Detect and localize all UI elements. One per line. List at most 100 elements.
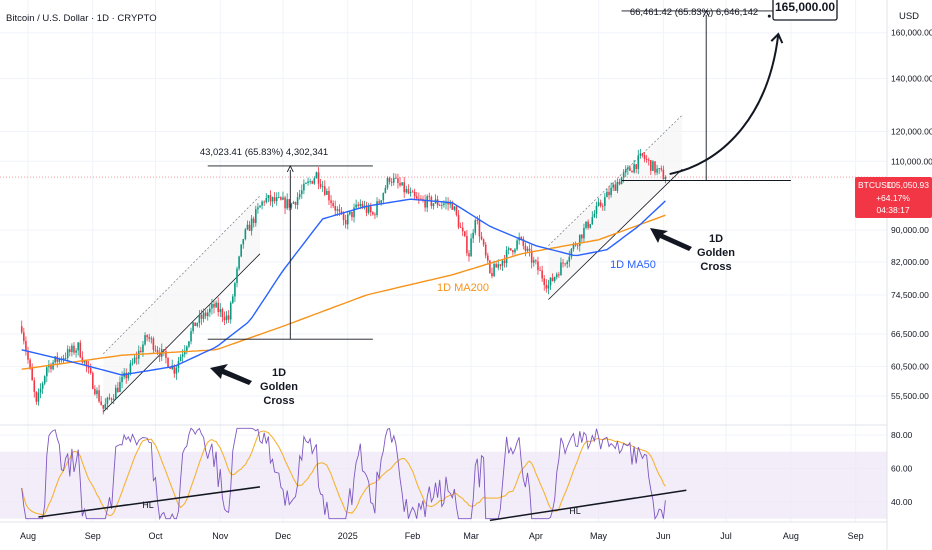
time-tick-2: Oct xyxy=(148,531,163,541)
candle-body xyxy=(420,198,422,200)
candle-body xyxy=(263,201,265,203)
target-label: 165,000.00 xyxy=(775,0,835,14)
candle-body xyxy=(142,344,144,353)
candle-body xyxy=(629,167,631,171)
candle-body xyxy=(106,397,109,404)
candle-body xyxy=(593,213,596,218)
chart-title: Bitcoin / U.S. Dollar · 1D · CRYPTO xyxy=(6,13,157,24)
candle-body xyxy=(112,398,115,400)
candle-body xyxy=(87,366,90,369)
candle-body xyxy=(246,224,249,230)
candle-body xyxy=(300,190,303,195)
channel-2-lower xyxy=(548,168,683,300)
candle-body xyxy=(238,256,240,269)
candle-body xyxy=(472,232,474,239)
price-tick-4: 90,000.00 xyxy=(891,225,929,235)
hl-label-2: HL xyxy=(569,506,581,516)
candle-body xyxy=(476,220,479,221)
candle-body xyxy=(328,190,330,201)
candle-body xyxy=(167,357,169,368)
candle-body xyxy=(374,214,376,216)
candle-body xyxy=(323,186,326,195)
candle-body xyxy=(489,260,491,273)
candle-body xyxy=(52,362,54,370)
candle-body xyxy=(232,296,234,303)
candle-body xyxy=(361,203,364,208)
currency-label: USD xyxy=(899,11,919,22)
candle-body xyxy=(338,209,341,212)
candle-body xyxy=(566,261,569,264)
candle-body xyxy=(39,388,42,393)
svg-text:Cross: Cross xyxy=(263,395,294,407)
candle-body xyxy=(110,398,113,400)
candle-body xyxy=(209,308,211,313)
candle-body xyxy=(631,170,633,173)
candle-body xyxy=(313,178,316,184)
candle-body xyxy=(415,196,418,199)
candle-body xyxy=(474,220,477,233)
candle-body xyxy=(25,341,27,351)
candle-body xyxy=(248,224,251,231)
candle-body xyxy=(526,248,529,251)
price-tick-6: 74,500.00 xyxy=(891,290,929,300)
candle-body xyxy=(221,309,224,318)
candle-body xyxy=(369,206,372,213)
candle-body xyxy=(487,255,489,261)
candle-body xyxy=(340,211,343,214)
candle-body xyxy=(491,272,493,277)
candle-body xyxy=(591,217,594,225)
candle-body xyxy=(244,229,247,240)
golden-cross-arrow-1 xyxy=(210,364,252,385)
candle-body xyxy=(505,250,508,264)
candle-body xyxy=(173,365,176,374)
candle-body xyxy=(165,351,167,358)
candle-body xyxy=(73,345,75,353)
candle-body xyxy=(528,248,531,251)
badge-symbol: BTCUSD xyxy=(858,180,893,190)
measure-tools xyxy=(207,9,791,340)
candle-body xyxy=(647,159,650,161)
price-tick-1: 140,000.00 xyxy=(891,74,932,84)
candle-body xyxy=(330,200,332,204)
candle-body xyxy=(537,261,539,271)
candle-body xyxy=(436,199,439,206)
time-tick-5: 2025 xyxy=(338,531,358,541)
candle-body xyxy=(315,172,318,179)
badge-price: 105,050.93 xyxy=(886,180,929,190)
candle-body xyxy=(405,189,408,193)
candle-body xyxy=(652,161,654,171)
candle-body xyxy=(179,356,182,362)
candle-body xyxy=(77,342,79,351)
ma50-label: 1D MA50 xyxy=(610,259,656,271)
candle-body xyxy=(645,159,648,160)
candle-body xyxy=(478,220,481,237)
candle-body xyxy=(202,312,205,319)
candle-body xyxy=(445,202,447,204)
candle-body xyxy=(392,177,395,183)
candle-body xyxy=(223,317,226,321)
candle-body xyxy=(495,263,497,268)
candle-body xyxy=(46,367,48,377)
candle-body xyxy=(390,181,393,183)
candle-body xyxy=(56,356,59,362)
candle-body xyxy=(597,202,600,206)
candle-body xyxy=(33,380,36,392)
price-axis[interactable]: USD xyxy=(886,0,932,550)
candle-body xyxy=(428,196,431,198)
price-tick-3: 110,000.00 xyxy=(891,156,932,166)
candle-body xyxy=(532,260,535,263)
candle-body xyxy=(227,315,230,320)
candle-body xyxy=(225,315,228,321)
price-badge: BTCUSD 105,050.93 +64.17% 04:38:17 xyxy=(855,177,932,218)
candle-body xyxy=(522,238,525,246)
time-axis[interactable]: Aug Sep Oct Nov Dec 2025 Feb Mar Apr May Jun Jul Aug… xyxy=(20,531,864,541)
candle-body xyxy=(175,367,178,374)
candle-body xyxy=(75,350,77,353)
candle-body xyxy=(307,181,309,184)
candle-body xyxy=(585,221,587,228)
candle-body xyxy=(342,213,345,221)
candle-body xyxy=(252,218,255,223)
candle-body xyxy=(50,364,52,370)
candle-body xyxy=(520,237,523,239)
